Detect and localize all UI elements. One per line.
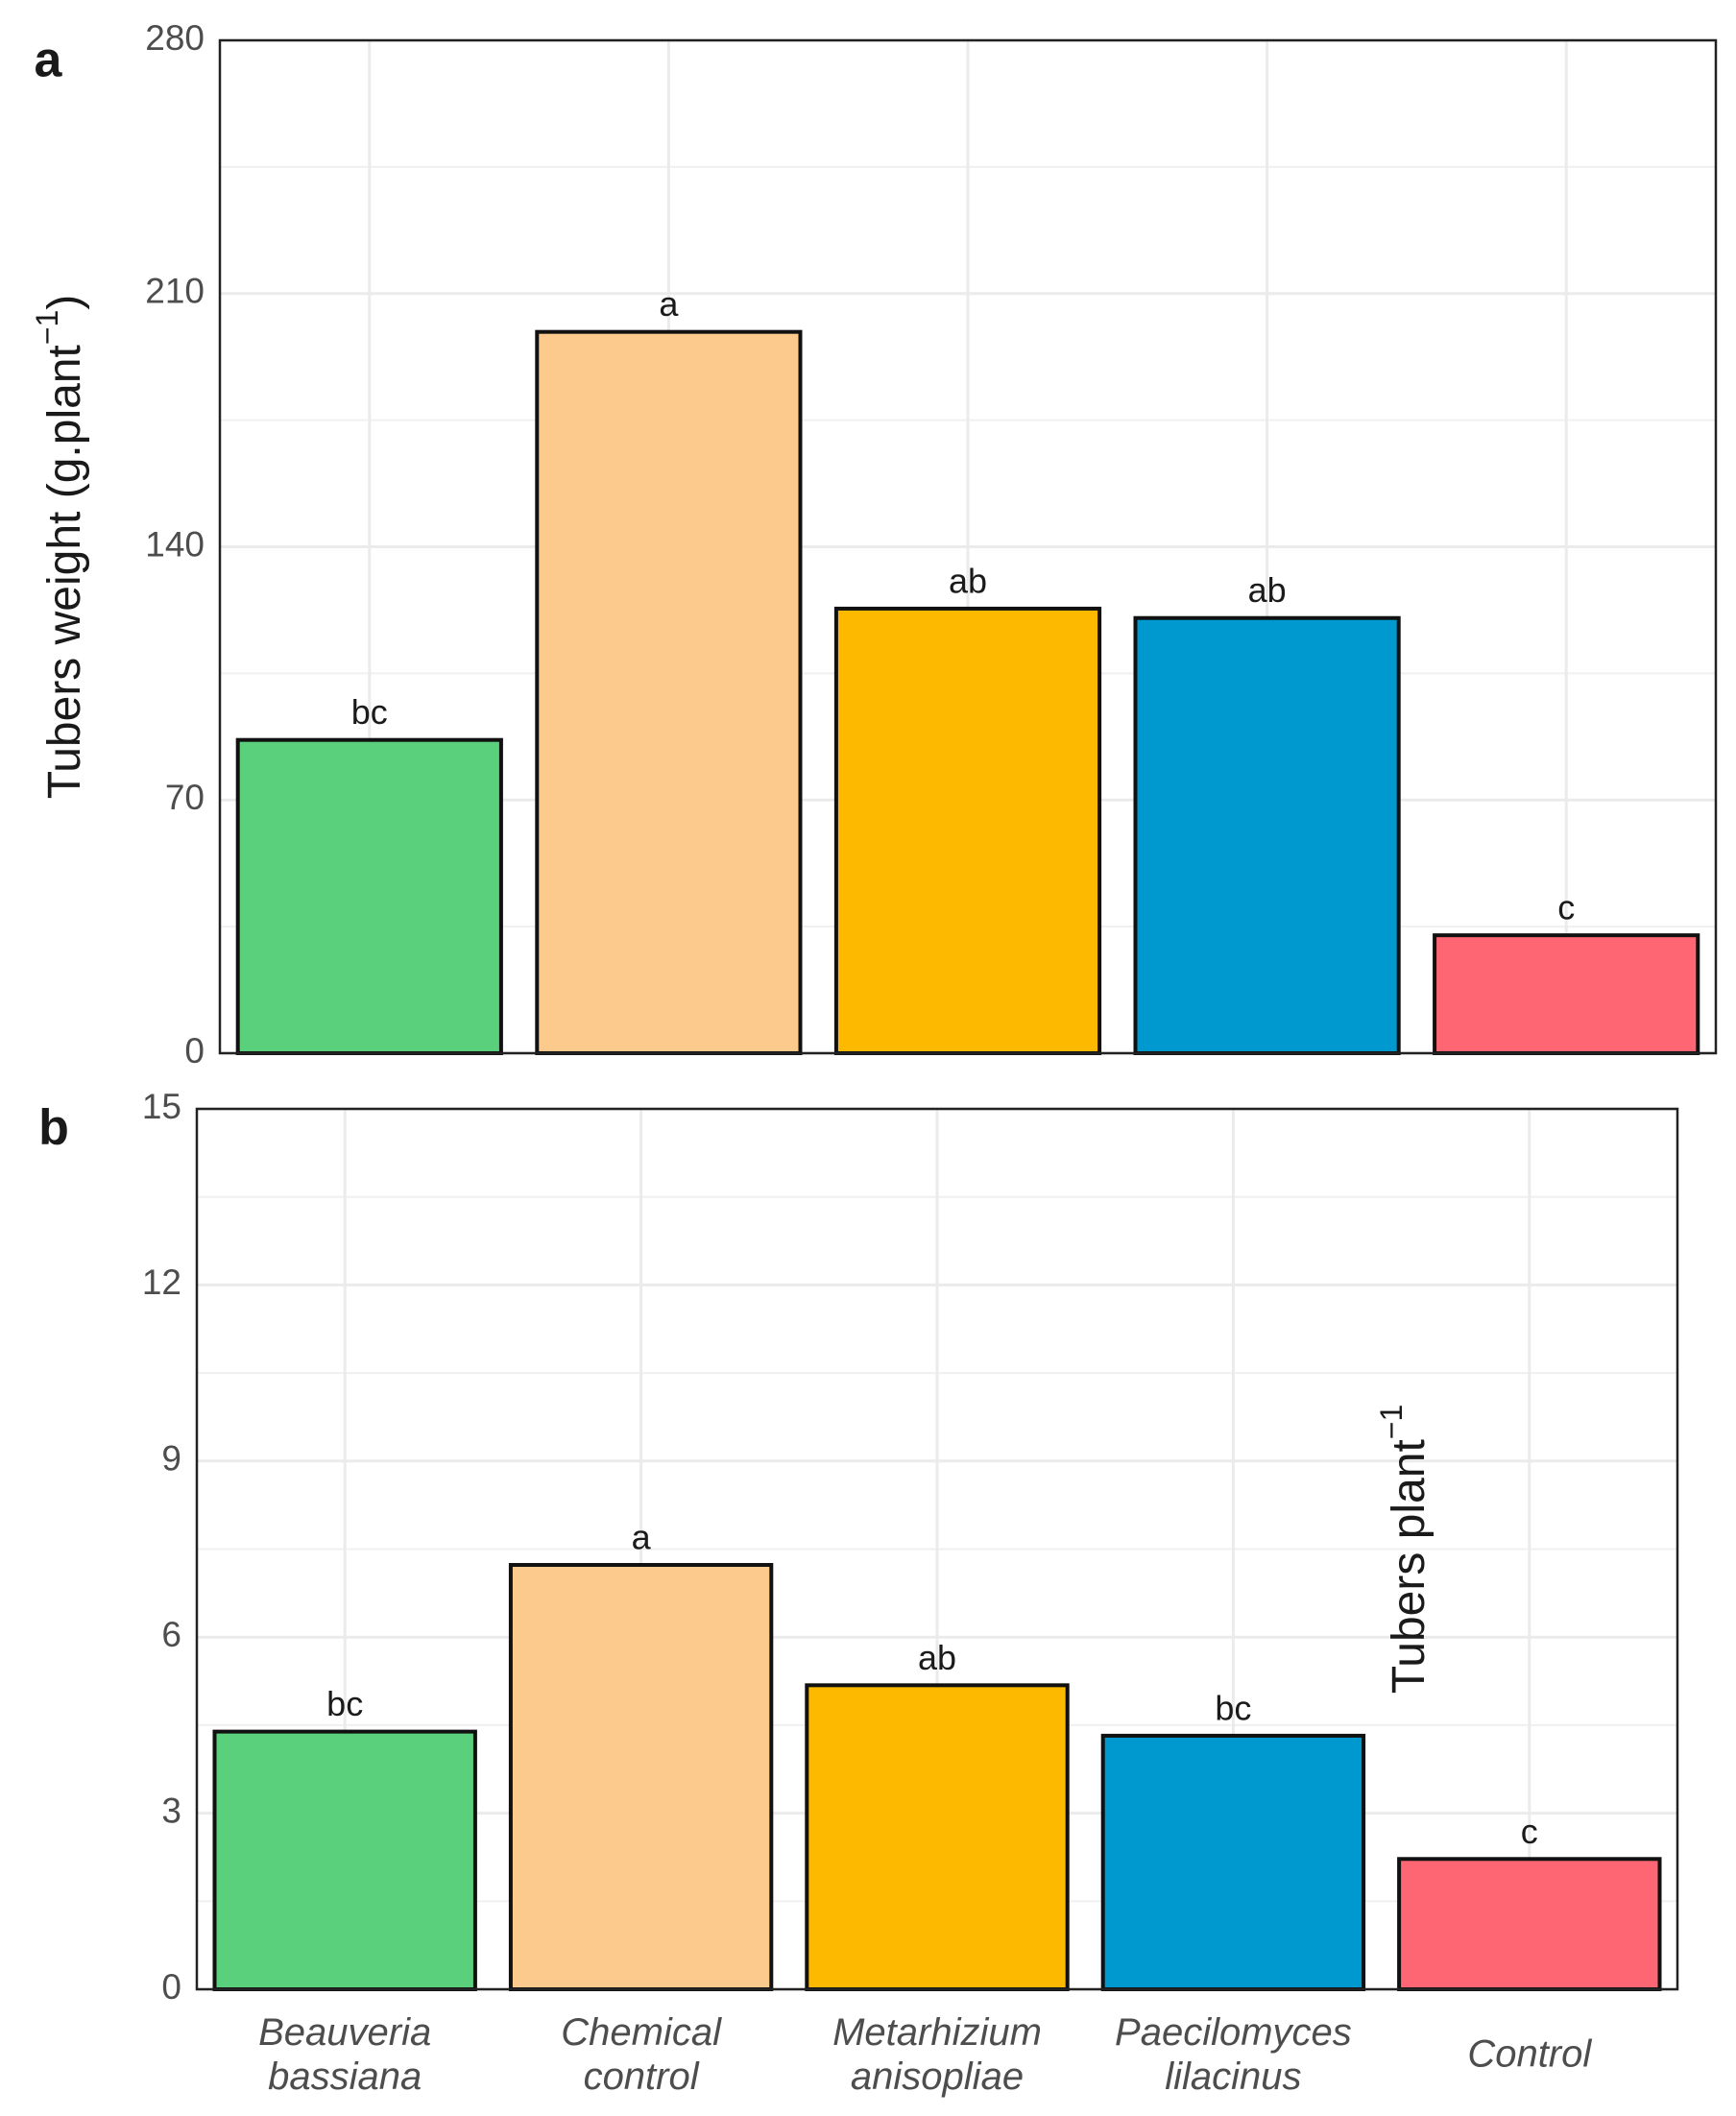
x-tick-label: Chemical control [561, 2011, 722, 2098]
y-tick-label: 9 [161, 1439, 181, 1479]
value-label: bc [351, 692, 388, 732]
panel-label: a [35, 33, 63, 88]
panel-label: b [38, 1100, 69, 1156]
bar [1397, 1857, 1662, 1992]
y-tick-label: 12 [142, 1262, 181, 1302]
y-axis-title: Tubers weight (g.plant−1) [30, 295, 89, 800]
value-label: a [659, 284, 679, 324]
y-tick-label: 210 [145, 272, 205, 311]
x-tick-label: Metarhizium anisopliae [832, 2011, 1042, 2098]
plot-border [195, 1107, 1679, 1991]
value-label: c [1557, 888, 1575, 927]
x-tick-label: Paecilomyces lilacinus [1115, 2011, 1352, 2098]
x-tick-label: Beauveria bassiana [258, 2011, 431, 2098]
bar [805, 1683, 1070, 1991]
y-axis-title-superscript: −1 [1374, 1405, 1409, 1439]
y-tick-label: 0 [161, 1967, 181, 2007]
bar [535, 329, 803, 1056]
bar [1133, 615, 1401, 1056]
y-axis-title-part: ) [39, 295, 90, 310]
y-tick-label: 0 [184, 1031, 205, 1070]
bar [833, 606, 1102, 1055]
y-axis-title-part: Tubers weight (g.plant [39, 345, 90, 799]
plot-border [218, 38, 1718, 1055]
x-tick-label: Control [1467, 2033, 1592, 2076]
value-label: ab [949, 561, 987, 600]
value-label: bc [326, 1684, 363, 1723]
bar [508, 1563, 774, 1991]
y-tick-label: 3 [161, 1791, 181, 1830]
y-tick-label: 15 [142, 1087, 181, 1126]
bar [235, 737, 503, 1055]
value-label: a [632, 1518, 652, 1557]
value-label: ab [1248, 570, 1287, 610]
bar [212, 1729, 477, 1991]
y-tick-label: 70 [165, 778, 205, 817]
bar [1433, 933, 1700, 1055]
y-tick-label: 280 [145, 18, 205, 58]
y-axis-title-part: Tubers plant [1384, 1439, 1435, 1694]
value-label: c [1521, 1812, 1538, 1851]
y-tick-label: 140 [145, 524, 205, 564]
y-axis-title-superscript: −1 [30, 310, 64, 345]
y-tick-label: 6 [161, 1615, 181, 1654]
value-label: ab [918, 1638, 956, 1677]
bar [1100, 1733, 1366, 1992]
value-label: bc [1215, 1688, 1251, 1727]
y-axis-title: Tubers plant−1 [1374, 1405, 1434, 1695]
